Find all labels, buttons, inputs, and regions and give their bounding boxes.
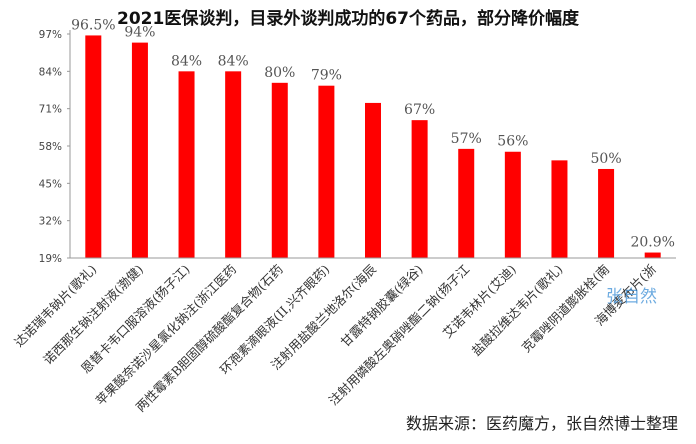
bar: [458, 148, 475, 258]
data-label: 96.5%: [71, 17, 115, 33]
x-axis: 达诺瑞韦钠片(歌礼)诺西那生钠注射液(渤健)恩替卡韦口服溶液(扬子江)苹果酸奈诺…: [11, 257, 676, 415]
bar: [504, 151, 521, 258]
y-tick-label: 84%: [39, 66, 62, 78]
data-label: 57%: [451, 131, 482, 147]
y-tick-label: 58%: [39, 141, 62, 153]
bar: [598, 168, 615, 258]
y-tick-label: 71%: [39, 104, 62, 116]
data-label: 94%: [124, 25, 155, 41]
data-label: 80%: [264, 65, 295, 81]
data-labels: 96.5% 94% 84% 84% 80% 79% 67% 57% 56% 50% 20.9%: [71, 17, 675, 250]
watermark: 张自然: [606, 287, 657, 307]
data-label: 84%: [218, 53, 249, 69]
bar: [178, 71, 195, 258]
bar: [318, 85, 335, 258]
x-tick-label: 克霉唑阴道膨胀栓(南: [519, 262, 613, 356]
chart-title: 2021医保谈判，目录外谈判成功的67个药品，部分降价幅度: [117, 9, 579, 29]
data-label: 84%: [171, 53, 202, 69]
bar: [411, 120, 428, 259]
source-note: 数据来源：医药魔方，张自然博士整理: [405, 414, 678, 433]
data-label: 67%: [404, 102, 435, 118]
data-label: 50%: [591, 151, 622, 167]
data-label: 79%: [311, 68, 342, 84]
bar: [644, 252, 661, 258]
x-tick-label: 盐酸拉维达韦片(歌礼): [469, 262, 566, 359]
y-tick-label: 32%: [39, 216, 62, 228]
data-label: 20.9%: [630, 235, 674, 251]
data-label: 56%: [497, 134, 528, 150]
y-axis: 19% 32% 45% 58% 71% 84% 97%: [39, 29, 71, 265]
y-tick-label: 97%: [39, 29, 62, 41]
bar: [271, 82, 288, 258]
bar: [225, 71, 242, 258]
bar-series: [85, 35, 661, 259]
bar: [131, 42, 148, 258]
x-tick-label: 达诺瑞韦钠片(歌礼): [11, 262, 99, 350]
bar: [365, 102, 381, 258]
y-tick-label: 19%: [39, 253, 62, 265]
y-tick-label: 45%: [39, 178, 62, 190]
x-tick-label: 甘露特钠胶囊(绿谷): [338, 262, 426, 350]
bar: [551, 160, 568, 258]
bar: [85, 35, 102, 258]
